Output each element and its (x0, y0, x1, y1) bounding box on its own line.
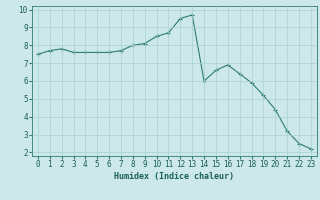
X-axis label: Humidex (Indice chaleur): Humidex (Indice chaleur) (115, 172, 234, 181)
